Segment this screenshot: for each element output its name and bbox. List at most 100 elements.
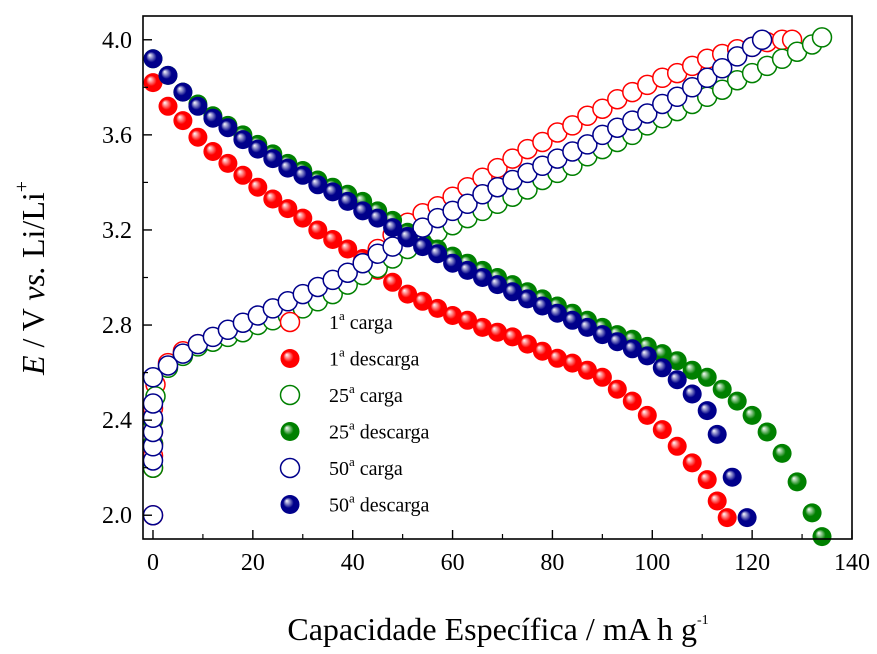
series-2-point-36 — [667, 436, 687, 456]
series-2-point-12 — [308, 220, 328, 240]
legend-label: 1a descarga — [329, 345, 419, 371]
series-2-point-34 — [637, 405, 657, 425]
series-2-point-37 — [682, 453, 702, 473]
series-5-point-8 — [157, 355, 179, 376]
series-6-point-23 — [473, 268, 492, 287]
x-tick-label: 40 — [341, 550, 365, 576]
series-2-point-5 — [203, 142, 223, 161]
series-2-point-20 — [428, 298, 448, 318]
series-2-point-2 — [158, 96, 178, 116]
legend-marker — [280, 349, 300, 368]
series-5-point-43 — [681, 77, 703, 98]
legend-item-4: 25a descarga — [280, 418, 429, 444]
series-4-point-46 — [812, 527, 832, 547]
series-6-point-18 — [398, 227, 418, 247]
x-tick-label: 140 — [834, 550, 870, 576]
series-5-point-46 — [726, 46, 748, 67]
y-axis-title-unit: / V — [15, 301, 51, 356]
series-5-point-48 — [751, 29, 773, 51]
x-tick-label: 0 — [147, 550, 159, 576]
series-6-point-17 — [383, 218, 403, 238]
x-ticks: 0 20 40 60 80 100 120 140 — [147, 530, 870, 576]
series-6-point-31 — [592, 325, 612, 345]
series-2-point-6 — [218, 153, 238, 173]
series-6-point-30 — [577, 317, 597, 337]
y-axis-title-superscript: + — [11, 181, 33, 192]
series-1-point-36 — [562, 115, 583, 136]
series-2-point-28 — [547, 348, 567, 368]
series-5-point-6 — [142, 393, 164, 414]
y-axis-title-li: Li/Li — [15, 192, 51, 266]
series-6-point-26 — [518, 289, 537, 309]
series-6-point-33 — [622, 339, 642, 359]
y-tick-label: 2.8 — [102, 313, 132, 339]
series-5-point-45 — [711, 58, 733, 79]
legend-item-5: 50a carga — [279, 454, 403, 480]
series-6-point-5 — [203, 108, 223, 128]
series-2-point-3 — [173, 111, 193, 131]
series-2-point-27 — [532, 341, 552, 361]
series-6-point-25 — [503, 282, 522, 302]
series-6-point-2 — [158, 65, 178, 85]
series-2-point-14 — [338, 239, 358, 259]
series-6-point-41 — [737, 508, 757, 528]
series-5-point-20 — [337, 262, 358, 283]
y-tick-label: 2.0 — [102, 503, 132, 529]
series-6-point-15 — [353, 201, 373, 221]
series-4-point-45 — [802, 503, 822, 523]
series-1-point-34 — [532, 131, 553, 153]
series-2-point-19 — [413, 291, 433, 311]
legend: 1a carga 1a descarga 25a carga 25a descarga… — [279, 308, 429, 517]
series-6-point-11 — [293, 165, 313, 185]
series-4-point-38 — [697, 367, 717, 387]
legend-label: 50a carga — [329, 454, 403, 480]
series-5 — [142, 29, 773, 526]
series-6-point-29 — [562, 310, 582, 330]
legend-marker — [280, 422, 300, 441]
series-2-point-1 — [143, 73, 163, 93]
series-6-point-39 — [707, 424, 727, 444]
series-6-point-19 — [413, 237, 433, 257]
series-6-point-37 — [682, 384, 702, 404]
series-6-point-28 — [547, 303, 567, 323]
series-6-point-22 — [458, 260, 477, 280]
legend-label: 25a carga — [329, 381, 403, 407]
series-2-point-7 — [233, 165, 253, 185]
series-4-point-39 — [712, 379, 732, 399]
series-6-point-32 — [607, 332, 627, 352]
legend-label: 25a descarga — [329, 418, 429, 444]
series-2-point-35 — [652, 420, 672, 440]
series-2-point-23 — [473, 317, 492, 337]
x-tick-label: 20 — [241, 550, 265, 576]
legend-item-1: 1a carga — [279, 308, 393, 334]
series-4-point-36 — [667, 351, 687, 371]
x-tick-label: 80 — [540, 550, 564, 576]
series-6-point-21 — [443, 253, 463, 273]
series-2-point-9 — [263, 189, 283, 209]
series-5-point-9 — [172, 343, 194, 364]
series-5-point-44 — [696, 67, 718, 89]
series-2-point-29 — [562, 353, 582, 373]
series-6-point-1 — [143, 49, 163, 69]
series-2-point-24 — [488, 322, 507, 342]
series-2-point-10 — [278, 199, 298, 219]
series-6-point-14 — [338, 191, 358, 211]
series-6-point-3 — [173, 82, 193, 102]
series-6-point-16 — [368, 208, 388, 228]
legend-marker — [279, 311, 301, 333]
markers-layer — [142, 27, 833, 547]
legend-item-2: 1a descarga — [280, 345, 419, 371]
series-4-point-41 — [742, 405, 762, 425]
y-tick-label: 3.2 — [102, 218, 132, 244]
series-6-point-8 — [248, 139, 268, 159]
y-axis-title: E / V vs. Li/Li+ — [11, 181, 51, 376]
x-axis-title-superscript: -1 — [697, 613, 709, 628]
x-axis-title: Capacidade Específica / mA h g-1 — [287, 611, 708, 647]
series-1-point-32 — [502, 148, 523, 169]
series-3-point-42 — [711, 79, 733, 100]
series-4-point-35 — [652, 344, 672, 364]
x-axis-title-text: Capacidade Específica / mA h g — [287, 611, 697, 647]
series-6-point-12 — [308, 175, 328, 195]
series-2 — [143, 73, 737, 528]
series-2-point-25 — [503, 327, 522, 347]
